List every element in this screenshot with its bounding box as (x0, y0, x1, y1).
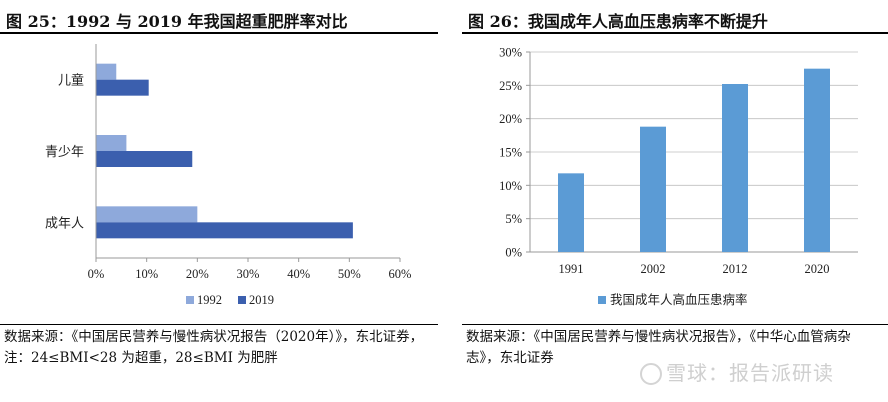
legend-swatch-2019 (238, 296, 246, 304)
x-tick-label: 2020 (805, 262, 830, 276)
bar-2019 (96, 222, 353, 239)
x-tick-label: 60% (389, 267, 412, 281)
x-tick-label: 2002 (641, 262, 666, 276)
category-label: 青少年 (45, 144, 84, 159)
x-tick-label: 1991 (559, 262, 584, 276)
x-tick-label: 10% (135, 267, 158, 281)
y-tick-label: 25% (499, 79, 522, 93)
category-label: 成年人 (45, 215, 84, 230)
y-tick-label: 10% (499, 179, 522, 193)
x-tick-label: 50% (338, 267, 361, 281)
watermark-text: 雪球：报告派研读 (666, 361, 834, 385)
right-title-rule (462, 32, 888, 34)
bar-2002 (640, 126, 666, 252)
legend-label: 2019 (249, 293, 274, 307)
x-tick-label: 30% (237, 267, 260, 281)
right-source-note: 数据来源：《中国居民营养与慢性病状况报告》，《中华心血管病杂志》，东北证券 (466, 329, 851, 366)
bar-1992 (96, 206, 198, 223)
x-tick-label: 40% (287, 267, 310, 281)
legend-swatch (598, 296, 606, 304)
left-figure-title: 图 25：1992 与 2019 年我国超重肥胖率对比 (6, 12, 348, 31)
snowball-logo-icon (640, 363, 662, 385)
left-figure-panel: 图 25：1992 与 2019 年我国超重肥胖率对比 儿童青少年成年人 0% 10… (0, 0, 438, 402)
legend-swatch-1992 (186, 296, 194, 304)
x-tick-label: 0% (88, 267, 105, 281)
right-hypertension-bar-chart: 0% 5% 10% 15% 20% 25% 30% 1991 2002 2012 2020 我国成年人… (499, 46, 858, 307)
bar-1992 (96, 135, 127, 151)
left-title-rule (0, 32, 438, 34)
y-tick-label: 30% (499, 46, 522, 60)
left-source-rule (0, 324, 438, 325)
y-tick-label: 5% (505, 212, 522, 226)
x-tick-label: 2012 (723, 262, 748, 276)
legend-label: 1992 (197, 293, 222, 307)
y-tick-label: 0% (505, 246, 522, 260)
y-tick-label: 15% (499, 146, 522, 160)
bar-1991 (558, 173, 584, 252)
bar-2019 (96, 79, 149, 96)
left-source-note: 数据来源：《中国居民营养与慢性病状况报告（2020年）》，东北证券，注：24≤B… (4, 329, 424, 366)
right-source-rule (462, 324, 888, 325)
bar-2019 (96, 151, 193, 167)
category-label: 儿童 (58, 73, 84, 88)
legend-label: 我国成年人高血压患病率 (610, 292, 748, 307)
y-tick-label: 20% (499, 112, 522, 126)
watermark: 雪球：报告派研读 (640, 357, 834, 386)
bar-1992 (96, 63, 117, 80)
bar-2012 (722, 84, 748, 252)
bar-2020 (804, 68, 830, 252)
right-figure-title: 图 26：我国成年人高血压患病率不断提升 (468, 12, 768, 31)
right-figure-panel: 图 26：我国成年人高血压患病率不断提升 0% 5% 10% 15% 20% 25% 30%… (462, 0, 888, 402)
x-tick-label: 20% (186, 267, 209, 281)
